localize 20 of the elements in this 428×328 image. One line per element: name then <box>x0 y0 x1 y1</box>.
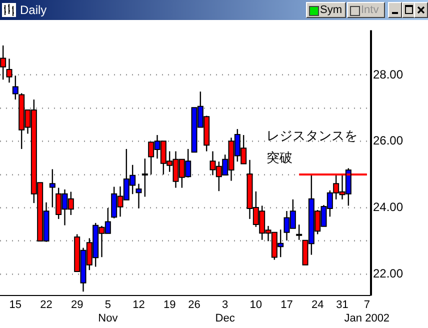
x-tick-label: 15 <box>9 299 22 312</box>
x-tick-label: 24 <box>311 299 324 312</box>
x-tick-label: 22 <box>40 299 52 312</box>
y-tick-label: 22.00 <box>373 266 404 280</box>
y-tick-label: 26.00 <box>373 134 404 148</box>
x-tick-label: 29 <box>70 299 84 312</box>
x-tick-label: 5 Nov <box>98 299 118 324</box>
y-tick-label: 24.00 <box>373 200 404 214</box>
text: Sym <box>320 3 342 17</box>
x-tick-label: 3 Dec <box>215 299 236 324</box>
text: Intv <box>361 3 379 17</box>
x-tick-label: 17 <box>280 299 293 312</box>
chart-title: Daily <box>20 3 47 17</box>
x-tick-label: 31 <box>336 299 348 312</box>
x-tick-label: 10 <box>250 299 262 312</box>
x-tick-label: 26 <box>188 299 200 312</box>
annotation: レジスタンスを突破 <box>266 129 358 166</box>
y-tick-label: 28.00 <box>373 67 404 82</box>
x-tick-label: 12 <box>132 299 145 312</box>
x-tick-label: 19 <box>163 299 176 312</box>
